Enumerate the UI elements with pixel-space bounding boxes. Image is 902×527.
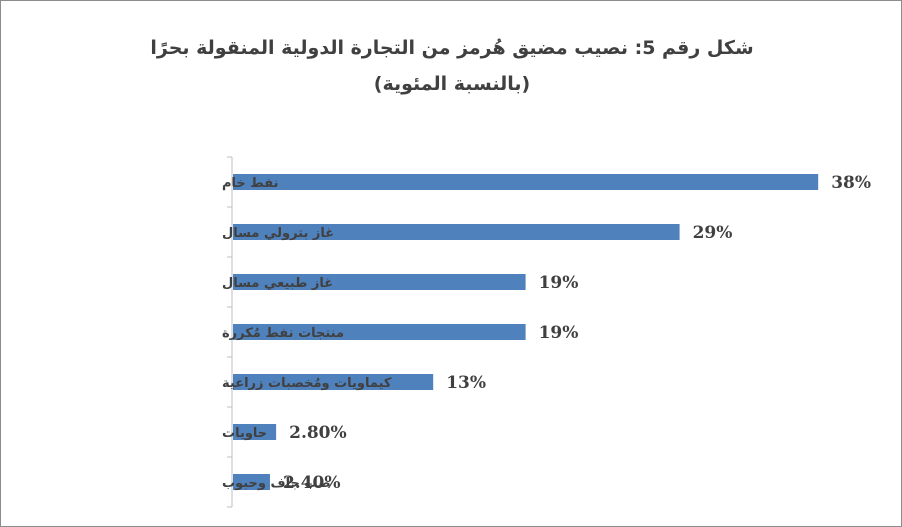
bar [233, 174, 819, 190]
chart-title: شكل رقم 5: نصيب مضيق هُرمز من التجارة ال… [150, 37, 754, 59]
data-label: 19% [539, 323, 579, 343]
category-label: منتجات نفط مُكررة [222, 326, 344, 341]
bar [233, 424, 277, 440]
data-label: 2.80% [289, 423, 347, 443]
bar [233, 374, 434, 390]
data-label: 19% [539, 273, 579, 293]
category-label: غاز طبيعي مسال [222, 276, 333, 291]
category-label: صب جاف وحبوب [222, 476, 331, 491]
data-label: 2.40% [283, 473, 341, 493]
category-label: غاز بترولي مسال [222, 226, 334, 241]
data-label: 29% [693, 223, 733, 243]
bar [233, 474, 270, 490]
bar [233, 274, 526, 290]
chart-subtitle: (بالنسبة المئوية) [373, 73, 531, 95]
category-label: حاويات [222, 426, 267, 441]
category-label: نفط خام [222, 176, 278, 191]
bar [233, 324, 526, 340]
data-label: 38% [831, 173, 871, 193]
data-label: 13% [446, 373, 486, 393]
bar [233, 224, 680, 240]
category-label: كيماويات ومُخصبات زراعية [222, 376, 392, 391]
